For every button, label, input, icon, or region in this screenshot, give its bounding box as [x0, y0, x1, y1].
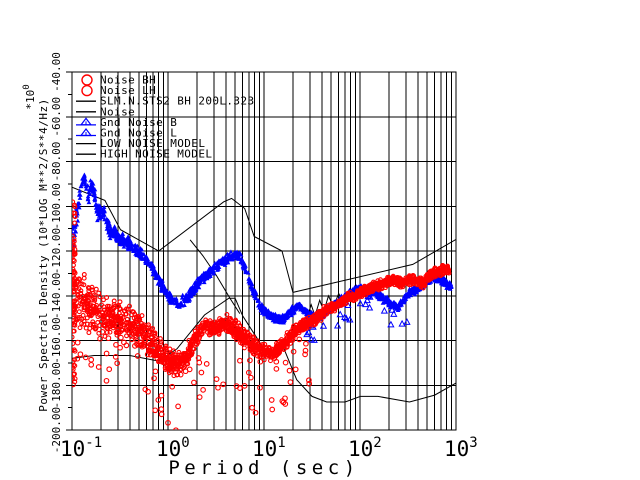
legend-circle-marker	[81, 74, 93, 86]
y-tick-label: -100.00	[50, 183, 63, 229]
legend-row: Noise	[76, 105, 135, 118]
legend-label: Noise BH	[100, 74, 156, 87]
legend-label: Noise	[100, 105, 135, 118]
y-axis: Power Spectral Density (10*LOG M**2/S**4…	[22, 52, 63, 453]
y-axis-multiplier: *100	[22, 84, 37, 109]
legend-label: LOW NOISE MODEL	[100, 137, 205, 150]
y-tick-labels: -40.00-60.00-80.00-100.00-120.00-140.00-…	[50, 52, 63, 453]
legend-label: Gnd Noise L	[100, 127, 177, 140]
y-tick-label: -160.00	[50, 317, 63, 363]
x-tick-labels: 10-1 100 101 102 103	[60, 435, 478, 461]
x-tick-label: 103	[444, 435, 478, 461]
noise-series	[72, 199, 452, 430]
legend-row: LOW NOISE MODEL	[76, 137, 205, 150]
reference-curve-segment	[189, 239, 241, 314]
legend-row: SLM.N.STS2 BH 200L.323	[76, 95, 255, 108]
legend-label: SLM.N.STS2 BH 200L.323	[100, 95, 255, 108]
y-tick-label: -60.00	[50, 97, 63, 137]
legend-row: Gnd Noise L	[76, 127, 177, 140]
y-tick-label: -140.00	[50, 273, 63, 319]
y-tick-label: -120.00	[50, 228, 63, 274]
x-axis: 10-1 100 101 102 103 Period (sec)	[60, 435, 478, 479]
legend-label: Gnd Noise B	[100, 116, 177, 129]
legend-row: HIGH NOISE MODEL	[76, 148, 212, 161]
legend-row: Gnd Noise B	[76, 116, 177, 129]
y-tick-label: -80.00	[50, 142, 63, 182]
x-axis-title: Period (sec)	[168, 457, 359, 479]
y-axis-title: Power Spectral Density (10*LOG M**2/S**4…	[37, 98, 50, 411]
y-tick-label: -180.00	[50, 362, 63, 408]
legend-circle-marker	[81, 84, 93, 97]
y-tick-label: -200.00	[50, 407, 63, 453]
legend-label: Noise LH	[100, 84, 156, 97]
x-tick-label: 10-1	[60, 435, 102, 461]
high-noise-model-curve	[72, 186, 456, 293]
legend-row: Noise LH	[81, 84, 156, 97]
noise-points	[72, 199, 452, 430]
y-tick-label: -40.00	[50, 52, 63, 92]
legend-label: HIGH NOISE MODEL	[100, 148, 212, 161]
